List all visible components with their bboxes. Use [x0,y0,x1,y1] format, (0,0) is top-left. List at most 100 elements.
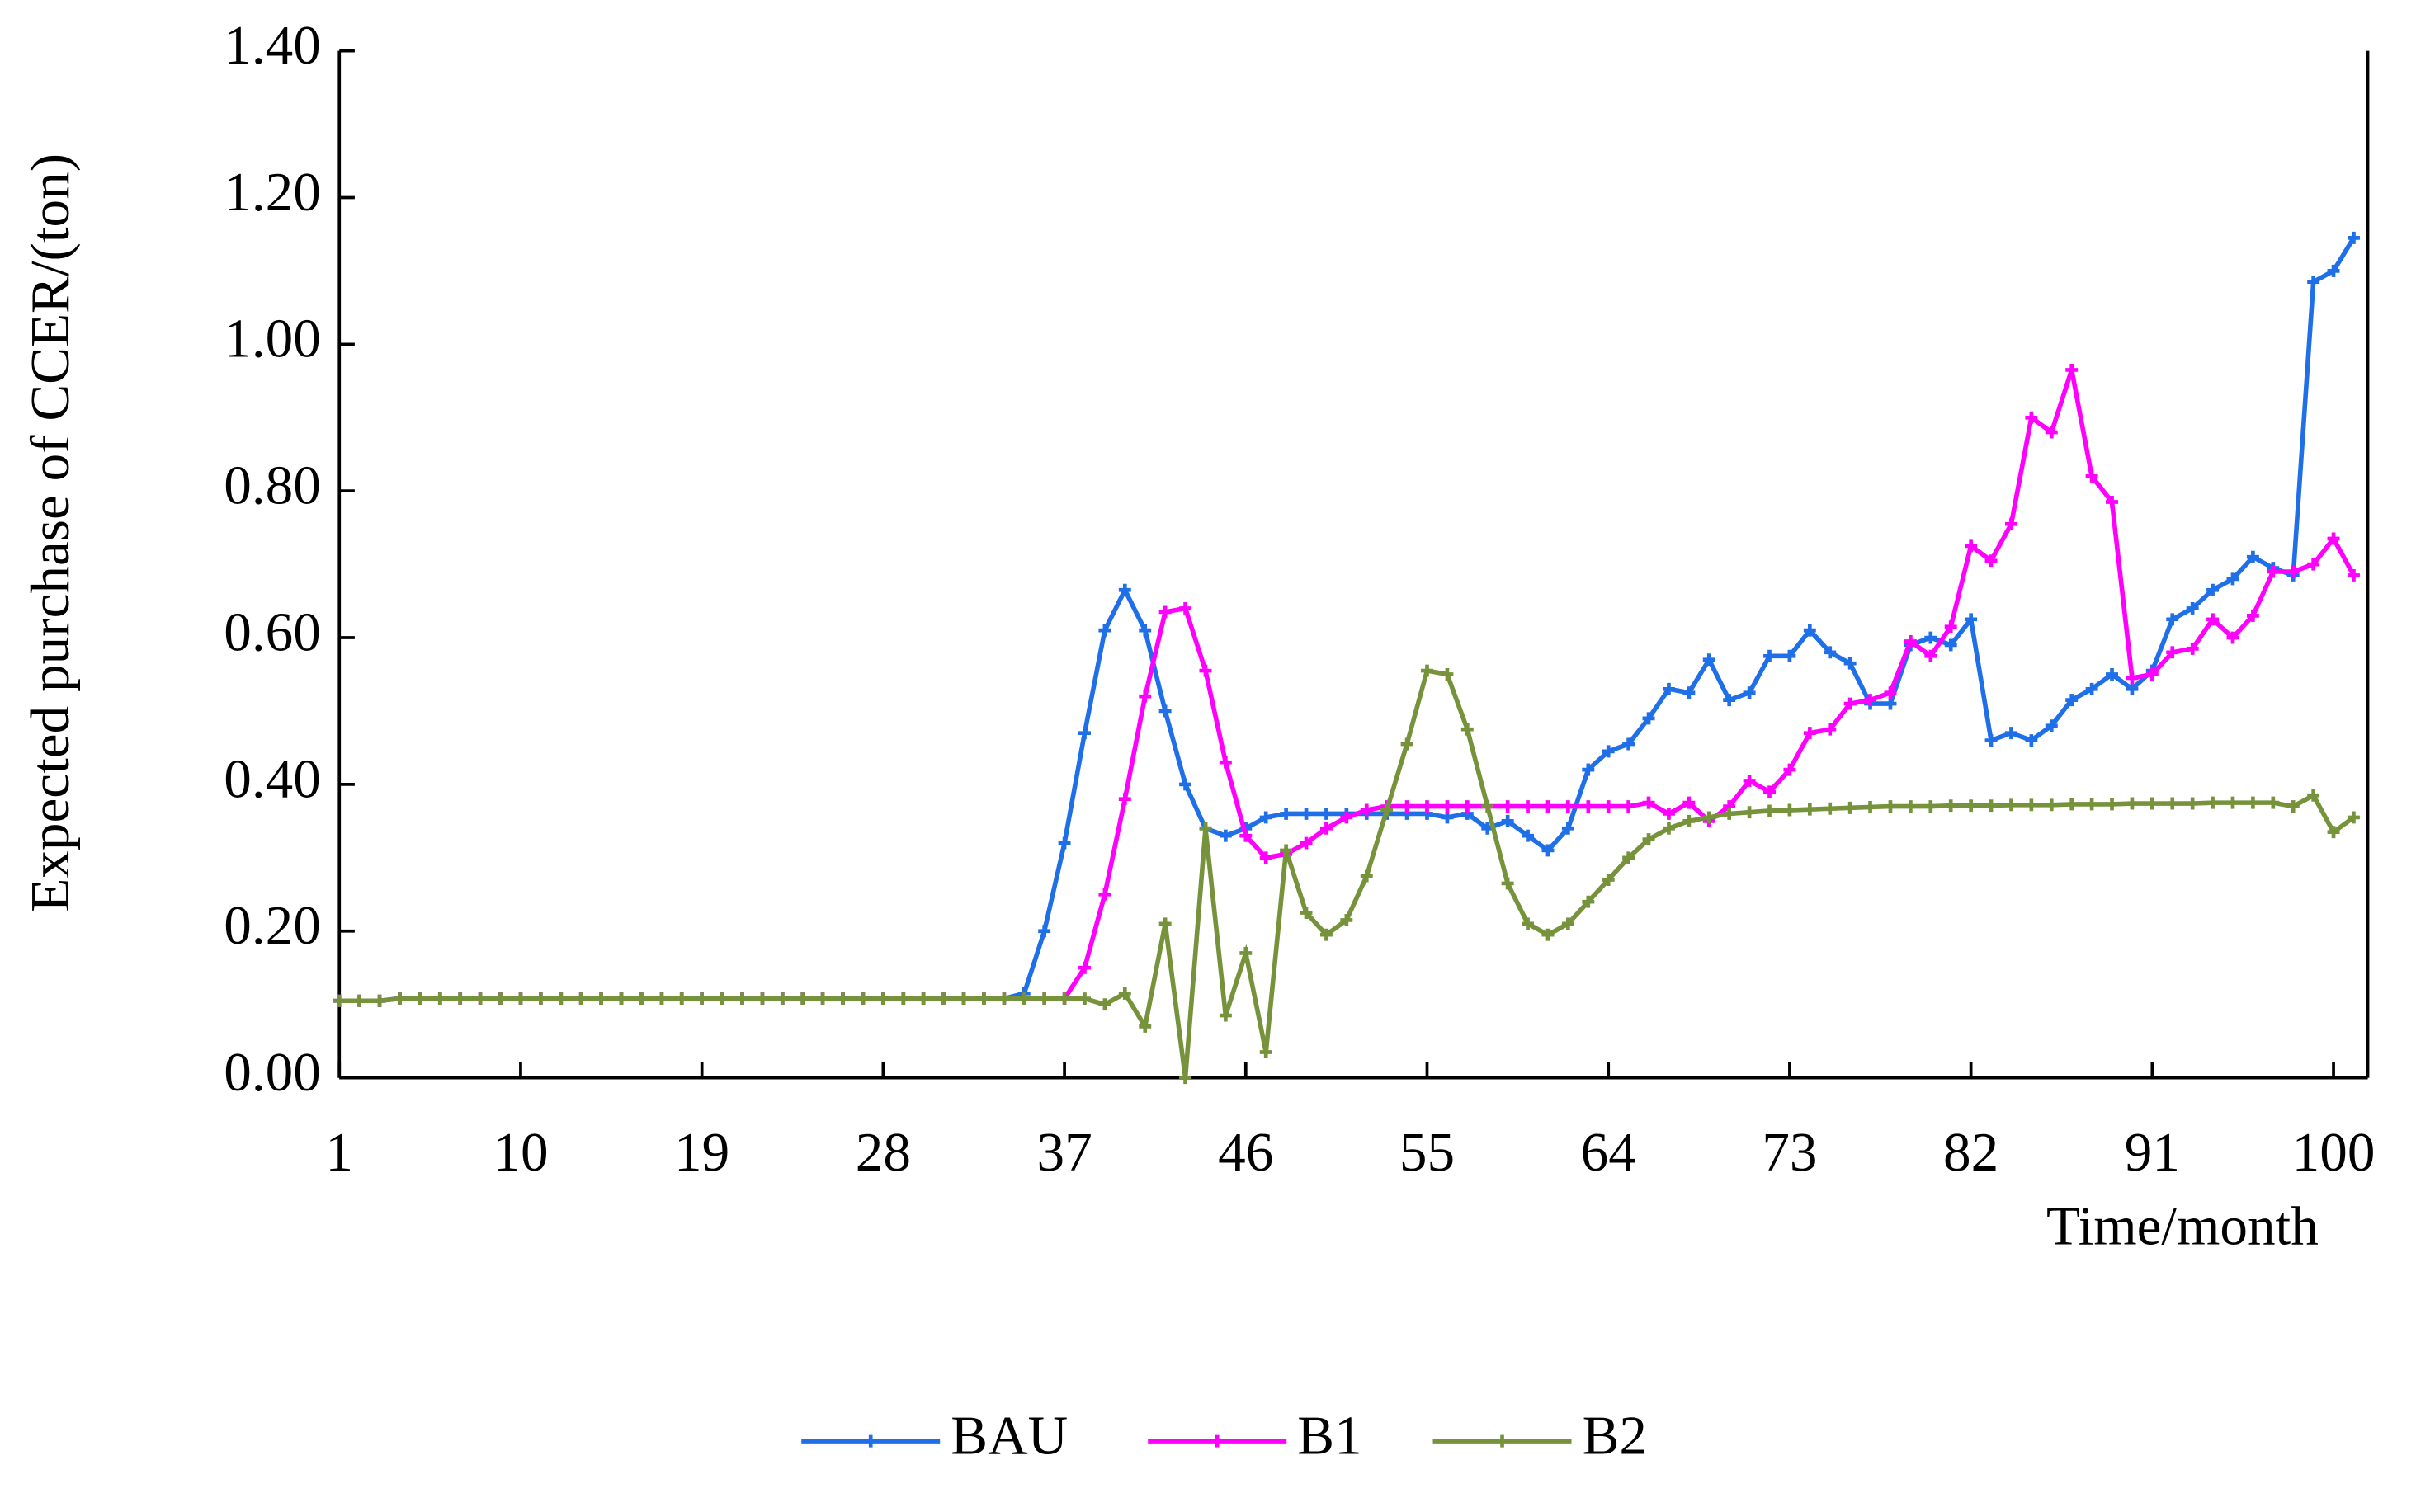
point-marker [1743,686,1756,699]
point-marker [2045,426,2058,439]
point-marker [1259,811,1272,824]
point-marker [2246,550,2259,563]
point-marker [1743,806,1756,819]
y-tick-label: 0.20 [224,894,321,956]
point-marker [1360,803,1373,817]
point-marker [2286,565,2300,578]
x-tick-label: 19 [674,1121,729,1183]
point-marker [1098,888,1111,901]
point-marker [1824,646,1837,659]
point-marker [1642,796,1655,809]
point-marker [1522,800,1535,813]
x-tick-label: 64 [1581,1121,1636,1183]
point-marker [1319,822,1333,835]
point-marker [1179,778,1192,791]
point-marker [2246,609,2259,622]
point-marker [1803,803,1816,816]
point-marker [1965,539,1978,553]
point-marker [2004,727,2017,740]
point-marker [2145,797,2159,810]
point-marker [1803,727,1816,740]
point-marker [2307,558,2320,571]
legend-marker [1210,1434,1224,1448]
y-axis-label: Expected purchase of CCER/(ton) [19,153,81,912]
point-marker [1884,686,1897,699]
point-marker [1400,800,1413,813]
point-marker [1743,774,1756,787]
point-marker [1421,800,1433,813]
point-marker [1078,961,1091,974]
point-marker [2327,532,2340,545]
point-marker [876,992,889,1006]
point-marker [534,992,547,1006]
point-marker [1441,811,1454,824]
point-marker [1965,613,1978,626]
point-marker [715,992,729,1006]
point-marker [1642,833,1655,846]
point-marker [1561,822,1574,835]
point-marker [1541,844,1555,857]
point-marker [776,992,789,1006]
point-marker [373,994,386,1007]
point-marker [2085,469,2098,483]
point-marker [615,992,628,1006]
point-marker [1582,763,1595,776]
point-marker [1622,851,1635,864]
point-marker [2004,798,2017,812]
point-marker [977,992,990,1006]
point-marker [1984,554,1998,568]
point-marker [1219,829,1232,842]
point-marker [1078,992,1091,1006]
x-tick-label: 82 [1943,1121,1998,1183]
point-marker [1682,814,1696,827]
point-marker [2267,796,2280,809]
point-marker [856,992,870,1006]
point-marker [837,992,850,1006]
point-marker [1098,624,1111,637]
point-marker [1300,808,1313,820]
point-marker [1824,723,1837,736]
point-marker [1602,800,1615,813]
point-marker [1783,763,1796,776]
point-marker [1421,664,1433,677]
point-marker [675,992,688,1006]
point-marker [2025,411,2038,424]
point-marker [1965,799,1978,813]
point-marker [1884,800,1897,813]
point-marker [1441,800,1454,813]
point-marker [1340,913,1353,926]
x-tick-label: 46 [1218,1121,1273,1183]
point-marker [1602,745,1615,758]
point-marker [2206,613,2220,626]
point-marker [2126,682,2139,695]
point-marker [1139,1020,1152,1033]
point-marker [635,992,648,1006]
point-marker [796,992,809,1006]
point-marker [1702,653,1715,667]
point-marker [1319,808,1333,820]
point-marker [2106,668,2118,681]
point-marker [1984,799,1998,813]
legend-marker [1496,1434,1508,1448]
point-marker [1522,829,1535,842]
point-marker [655,992,668,1006]
point-marker [2126,671,2139,685]
point-marker [1944,799,1957,813]
point-marker [333,994,346,1007]
point-marker [2085,798,2098,811]
point-marker [433,992,446,1006]
point-marker [1662,682,1675,695]
point-marker [2025,798,2038,812]
point-marker [1501,877,1514,890]
point-marker [1199,822,1212,835]
point-marker [2206,583,2220,596]
point-marker [1380,803,1394,817]
point-marker [1662,808,1675,820]
point-marker [1239,829,1253,842]
point-marker [1843,697,1857,710]
point-marker [1118,793,1131,806]
point-marker [2106,798,2118,811]
point-marker [1662,822,1675,835]
point-marker [1259,851,1272,864]
